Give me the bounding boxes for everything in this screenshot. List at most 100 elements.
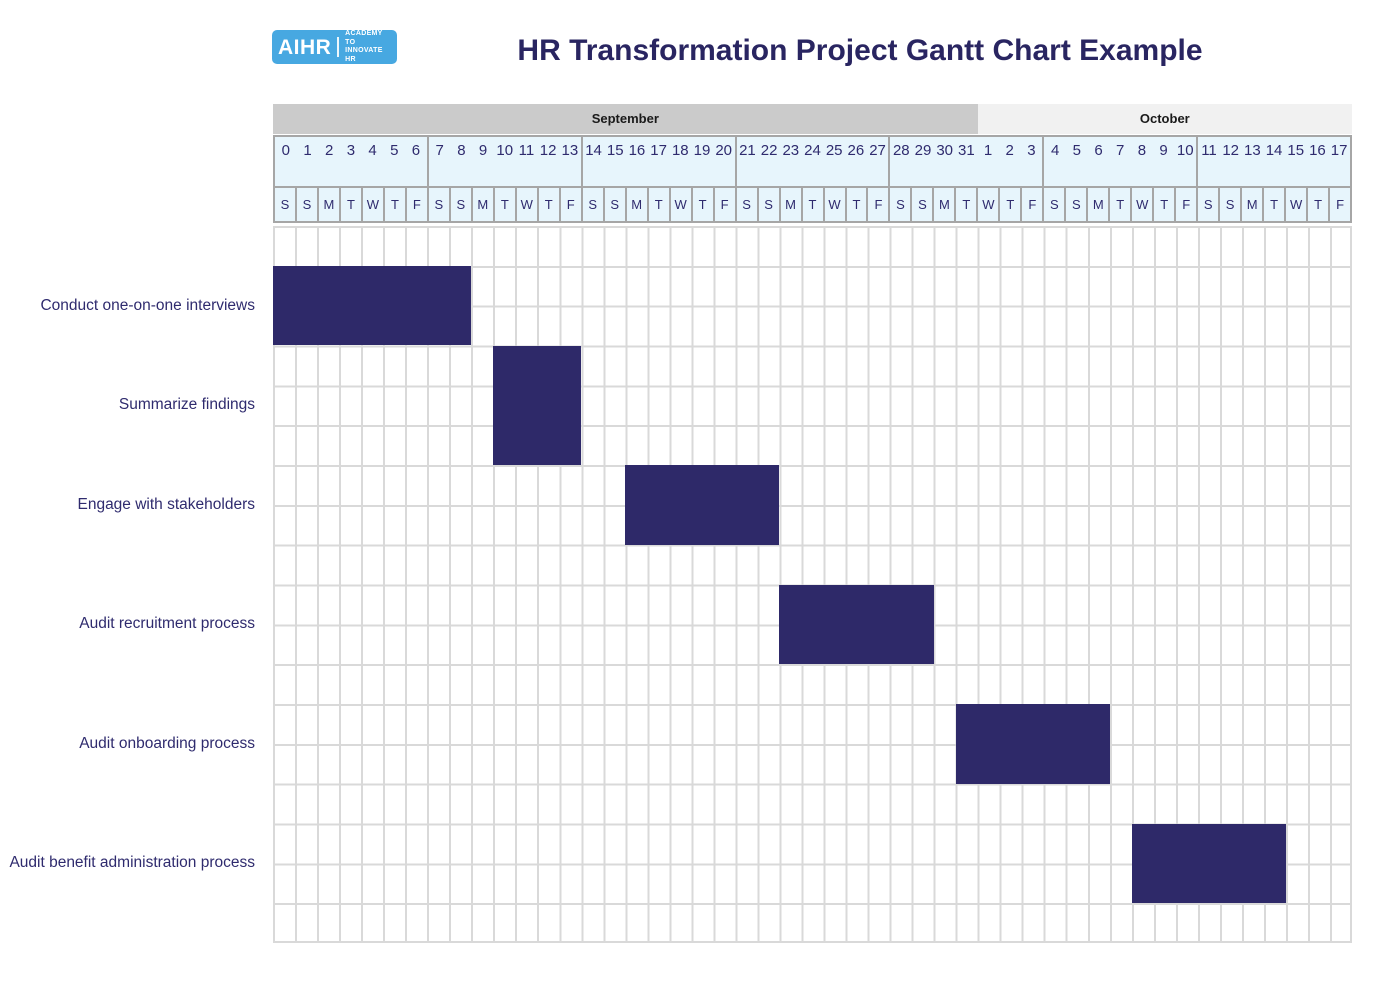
- task-label: Audit onboarding process: [79, 734, 255, 752]
- day-number: 10: [1176, 142, 1194, 159]
- day-number: 17: [1330, 142, 1348, 159]
- task-label: Audit benefit administration process: [9, 854, 255, 872]
- day-number: 18: [671, 142, 689, 159]
- task-label: Engage with stakeholders: [77, 495, 255, 513]
- day-number: 23: [782, 142, 800, 159]
- day-letter: W: [1130, 188, 1152, 221]
- day-number: 12: [1222, 142, 1240, 159]
- day-letter: S: [1064, 188, 1086, 221]
- day-number: 3: [1027, 142, 1036, 159]
- week-group: 28 29 30 31 1 2 3: [888, 137, 1042, 186]
- day-letter: S: [294, 188, 317, 221]
- page-title: HR Transformation Project Gantt Chart Ex…: [517, 34, 1203, 67]
- day-letter: T: [536, 188, 559, 221]
- day-number: 9: [478, 142, 488, 159]
- day-letter: T: [1152, 188, 1174, 221]
- gantt-bar: [625, 465, 780, 545]
- day-letter: M: [932, 188, 954, 221]
- day-number: 9: [1159, 142, 1168, 159]
- day-letter: S: [280, 197, 290, 212]
- day-number: 4: [368, 142, 377, 159]
- day-number: 1: [303, 142, 312, 159]
- task-label-column: Conduct one-on-one interviews Summarize f…: [0, 0, 255, 990]
- day-letter: F: [1328, 188, 1350, 221]
- task-label: Conduct one-on-one interviews: [40, 296, 255, 314]
- week-group: 7 8 9 10 11 12 13: [426, 137, 581, 186]
- day-number: 15: [606, 142, 624, 159]
- logo-brand-text: AIHR: [278, 35, 332, 59]
- day-number: 0: [281, 142, 291, 159]
- gantt-bar: [955, 704, 1110, 784]
- day-number-row: 0 1 2 3 4 5 6 7 8 9 10 11 12 13 14 15 16 17 18 19 20 21 22 23 24…: [273, 135, 1352, 188]
- day-letter: T: [646, 188, 669, 221]
- day-letter: S: [910, 188, 932, 221]
- day-number: 11: [1201, 142, 1217, 159]
- month-september: September: [273, 104, 978, 134]
- day-letter: F: [1020, 188, 1042, 221]
- day-number: 16: [1309, 142, 1326, 159]
- day-number: 20: [715, 142, 733, 159]
- day-letter: S: [1218, 188, 1240, 221]
- day-letter: T: [690, 188, 713, 221]
- day-letter: S: [742, 197, 751, 212]
- day-letter: W: [976, 188, 998, 221]
- day-number: 8: [457, 142, 466, 159]
- task-label: Summarize findings: [118, 396, 255, 414]
- day-letter: M: [1240, 188, 1262, 221]
- gantt-bar: [493, 345, 582, 465]
- day-number: 27: [869, 142, 886, 159]
- day-letter: T: [338, 188, 361, 221]
- day-number: 2: [1005, 142, 1014, 159]
- logo-divider: [337, 37, 340, 57]
- gantt-bar: [1131, 823, 1286, 904]
- day-number: 30: [936, 142, 953, 159]
- day-letter: W: [514, 188, 537, 221]
- day-number: 8: [1137, 142, 1147, 159]
- day-letter: T: [998, 188, 1020, 221]
- gantt-bar: [273, 265, 472, 346]
- day-letter: S: [434, 197, 444, 212]
- day-number: 6: [411, 142, 421, 159]
- day-letter: S: [756, 188, 779, 221]
- day-number: 25: [825, 142, 843, 159]
- day-letter: T: [1108, 188, 1130, 221]
- day-letter: S: [896, 197, 905, 212]
- day-number: 26: [847, 142, 865, 159]
- day-letter: T: [1262, 188, 1284, 221]
- day-number: 15: [1287, 142, 1305, 159]
- day-letter: F: [712, 188, 735, 221]
- day-number: 16: [628, 142, 646, 159]
- day-letter: M: [778, 188, 801, 221]
- gantt-chart: September October 0 1 2 3 4 5 6 7 8 9 10 11 12 13 14 15…: [273, 104, 1352, 945]
- day-number: 21: [739, 142, 756, 159]
- day-number: 11: [518, 142, 535, 159]
- day-number: 24: [804, 142, 821, 159]
- day-number: 1: [983, 142, 993, 159]
- logo-tagline-line2: INNOVATE HR: [345, 47, 383, 63]
- gantt-bar: [779, 584, 934, 665]
- day-number: 29: [914, 142, 932, 159]
- day-letter: F: [866, 188, 888, 221]
- day-number: 5: [1072, 142, 1081, 159]
- logo-tagline: ACADEMY TO INNOVATE HR: [345, 30, 391, 64]
- day-letter: F: [1174, 188, 1196, 221]
- day-letter: T: [1306, 188, 1328, 221]
- day-number: 13: [561, 142, 579, 159]
- day-letter: W: [668, 188, 691, 221]
- logo-tagline-line1: ACADEMY TO: [345, 30, 383, 46]
- month-header-row: September October: [273, 104, 1352, 134]
- day-number: 22: [760, 142, 778, 159]
- day-number: 5: [390, 142, 399, 159]
- week-group: 11 12 13 14 15 16 17: [1196, 137, 1350, 186]
- day-letter: S: [1203, 197, 1213, 212]
- day-number: 12: [539, 142, 557, 159]
- day-letter: S: [1049, 197, 1059, 212]
